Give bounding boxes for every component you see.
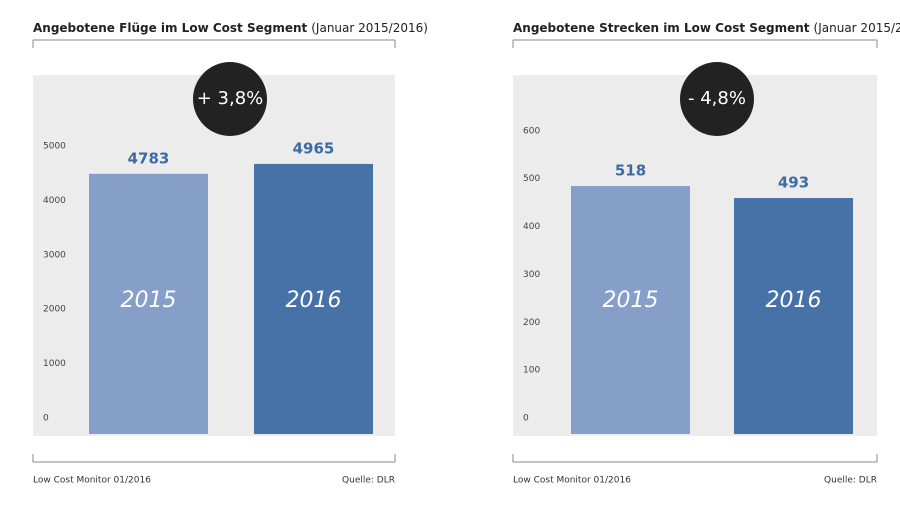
y-tick-label: 0 <box>523 414 529 424</box>
annotation-badge <box>193 62 267 136</box>
chart-title: Angebotene Strecken im Low Cost Segment (… <box>513 21 900 35</box>
y-tick-label: 600 <box>523 126 540 136</box>
chart-title: Angebotene Flüge im Low Cost Segment (Jan… <box>33 21 428 35</box>
annotation: + 3,8% <box>197 88 264 109</box>
footer-right: Quelle: DLR <box>342 476 395 486</box>
bar <box>89 173 208 434</box>
y-tick-label: 400 <box>523 222 540 232</box>
y-tick-label: 200 <box>523 318 540 328</box>
value-label: 518 <box>615 162 646 180</box>
category-label: 2015 <box>603 288 659 313</box>
title-main: Angebotene Flüge im Low Cost Segment <box>33 21 308 35</box>
title-sub: (Januar 2015/2016) <box>814 21 900 35</box>
y-tick-label: 500 <box>523 174 540 184</box>
y-tick-label: 2000 <box>43 305 66 315</box>
footer-right: Quelle: DLR <box>824 476 877 486</box>
value-label: 4965 <box>293 139 335 157</box>
category-label: 2016 <box>766 288 822 313</box>
y-tick-label: 300 <box>523 270 540 280</box>
value-label: 4783 <box>128 149 170 167</box>
title-main: Angebotene Strecken im Low Cost Segment <box>513 21 810 35</box>
bar <box>571 186 690 434</box>
title-sub: (Januar 2015/2016) <box>311 21 428 35</box>
y-tick-label: 4000 <box>43 196 66 206</box>
value-label: 493 <box>778 174 809 192</box>
annotation: - 4,8% <box>688 88 746 109</box>
footer-left: Low Cost Monitor 01/2016 <box>513 476 631 486</box>
bar <box>254 163 373 435</box>
annotation-badge <box>680 62 754 136</box>
y-tick-label: 3000 <box>43 250 66 260</box>
category-label: 2016 <box>286 288 342 313</box>
y-tick-label: 0 <box>43 414 49 424</box>
y-tick-label: 100 <box>523 366 540 376</box>
footer-left: Low Cost Monitor 01/2016 <box>33 476 151 486</box>
category-label: 2015 <box>121 288 177 313</box>
y-tick-label: 5000 <box>43 142 66 152</box>
bar <box>734 198 853 434</box>
y-tick-label: 1000 <box>43 359 66 369</box>
